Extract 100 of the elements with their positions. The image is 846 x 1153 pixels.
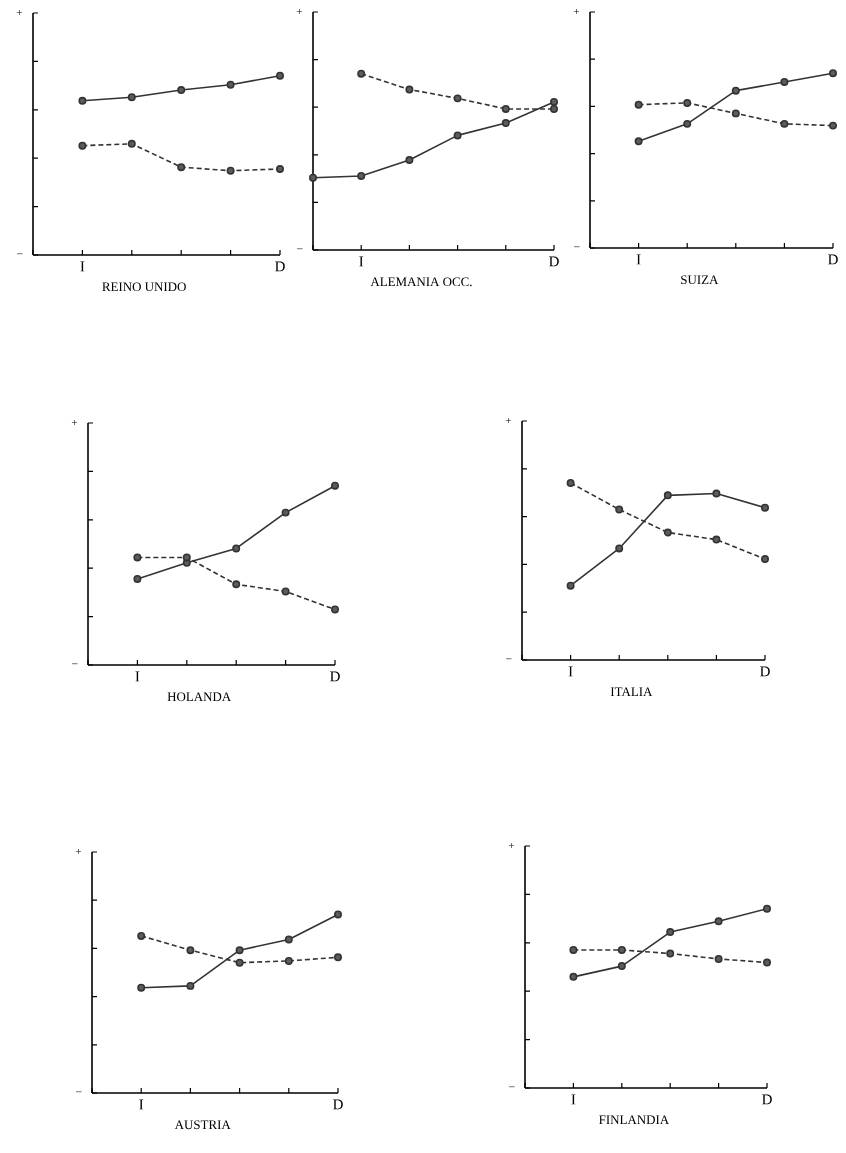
text: –: [505, 658, 512, 660]
text: ITALIA: [610, 687, 653, 696]
text: –: [573, 246, 580, 248]
point: [405, 85, 414, 94]
point: [763, 904, 771, 913]
x-tick-label: D: [333, 1099, 343, 1110]
point: [761, 555, 769, 564]
x-tick-label: I: [636, 254, 641, 265]
text: –: [16, 253, 23, 255]
point: [232, 544, 241, 553]
point: [453, 94, 462, 103]
point: [566, 478, 575, 487]
point: [829, 121, 837, 130]
point: [501, 104, 510, 113]
x-tick-label: D: [275, 261, 285, 272]
text: –: [71, 663, 78, 665]
x-tick-label: D: [828, 254, 838, 265]
point: [501, 119, 510, 128]
point: [550, 97, 558, 106]
point: [663, 491, 672, 500]
point: [683, 98, 692, 107]
point: [133, 553, 142, 562]
point: [133, 574, 142, 583]
text: –: [508, 1086, 515, 1088]
x-tick-label: I: [139, 1099, 144, 1110]
point: [331, 605, 339, 614]
x-tick-label: I: [571, 1094, 576, 1105]
text: ALEMANIA OCC.: [370, 277, 472, 287]
point: [137, 983, 146, 992]
point: [453, 131, 462, 140]
point: [334, 953, 342, 962]
point: [712, 535, 721, 544]
text: +: [75, 848, 81, 855]
point: [550, 104, 558, 113]
x-tick-label: D: [760, 666, 770, 677]
point: [569, 945, 578, 954]
text: FINLANDIA: [599, 1115, 670, 1125]
point: [127, 93, 136, 102]
point: [334, 910, 342, 919]
point: [127, 139, 136, 148]
point: [683, 119, 692, 128]
point: [569, 972, 578, 981]
point: [182, 553, 191, 562]
text: AUSTRIA: [174, 1120, 231, 1130]
point: [714, 954, 723, 963]
point: [617, 945, 626, 954]
point: [78, 141, 87, 150]
text: –: [75, 1091, 82, 1093]
x-tick-label: D: [330, 671, 340, 682]
point: [731, 109, 740, 118]
point: [780, 77, 789, 86]
point: [177, 86, 186, 95]
point: [235, 958, 244, 967]
point: [331, 481, 339, 490]
point: [186, 981, 195, 990]
point: [663, 528, 672, 537]
point: [281, 508, 290, 517]
point: [761, 503, 769, 512]
x-tick-label: D: [549, 256, 559, 267]
point: [780, 119, 789, 128]
point: [405, 156, 414, 165]
x-tick-label: D: [762, 1094, 772, 1105]
point: [615, 505, 624, 514]
point: [186, 946, 195, 955]
point: [763, 958, 771, 967]
text: REINO UNIDO: [102, 282, 186, 292]
point: [829, 69, 837, 78]
point: [78, 96, 87, 105]
x-tick-label: I: [135, 671, 140, 682]
point: [666, 949, 675, 958]
point: [137, 931, 146, 940]
point: [309, 173, 317, 182]
text: +: [296, 8, 302, 14]
point: [232, 580, 241, 589]
x-tick-label: I: [568, 666, 573, 677]
point: [634, 137, 643, 146]
point: [226, 80, 235, 89]
point: [281, 587, 290, 596]
text: +: [71, 419, 77, 426]
point: [615, 544, 624, 553]
x-tick-label: I: [359, 256, 364, 267]
x-tick-label: I: [80, 261, 85, 272]
point: [226, 166, 235, 175]
text: +: [573, 8, 579, 14]
point: [666, 928, 675, 937]
point: [617, 962, 626, 971]
point: [357, 171, 366, 180]
text: +: [16, 9, 22, 15]
text: SUIZA: [681, 275, 719, 285]
point: [712, 489, 721, 498]
point: [276, 164, 284, 173]
point: [235, 946, 244, 955]
text: +: [508, 842, 514, 849]
point: [566, 581, 575, 590]
point: [357, 69, 366, 78]
point: [634, 100, 643, 109]
text: HOLANDA: [167, 692, 232, 702]
point: [714, 917, 723, 926]
point: [731, 86, 740, 95]
text: +: [505, 417, 511, 424]
